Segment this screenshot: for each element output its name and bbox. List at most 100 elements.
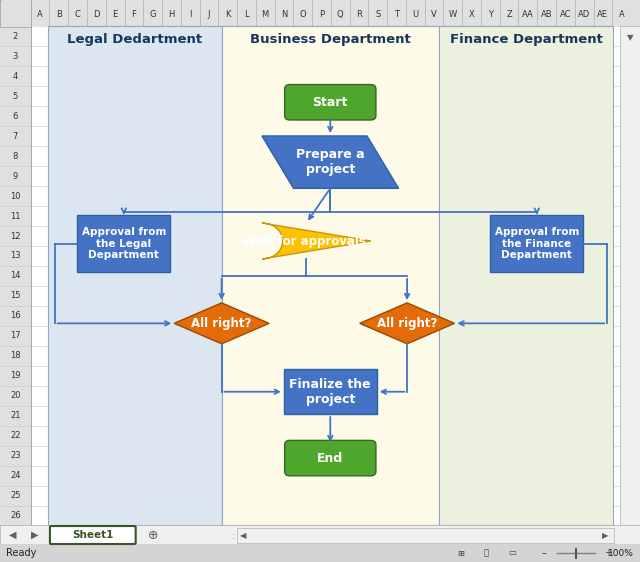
Text: 12: 12 — [10, 232, 20, 241]
Polygon shape — [0, 0, 1, 2]
FancyBboxPatch shape — [0, 544, 640, 562]
Text: Wait for approvals: Wait for approvals — [243, 234, 365, 247]
Text: Legal Dedartment: Legal Dedartment — [67, 33, 202, 47]
Text: T: T — [394, 10, 399, 19]
Text: B: B — [56, 10, 62, 19]
Text: D: D — [93, 10, 100, 19]
FancyBboxPatch shape — [47, 26, 221, 525]
FancyBboxPatch shape — [77, 215, 170, 272]
Text: End: End — [317, 452, 344, 465]
Text: AA: AA — [522, 10, 534, 19]
Text: O: O — [300, 10, 306, 19]
FancyBboxPatch shape — [284, 369, 377, 414]
Text: P: P — [319, 10, 324, 19]
Text: G: G — [149, 10, 156, 19]
Text: R: R — [356, 10, 362, 19]
Text: 13: 13 — [10, 251, 20, 260]
Polygon shape — [174, 303, 269, 344]
FancyBboxPatch shape — [237, 528, 614, 543]
Text: S: S — [375, 10, 380, 19]
Text: AB: AB — [541, 10, 552, 19]
Text: 9: 9 — [13, 171, 18, 180]
Text: 26: 26 — [10, 511, 20, 520]
Text: E: E — [113, 10, 118, 19]
Text: M: M — [262, 10, 269, 19]
FancyBboxPatch shape — [0, 0, 31, 27]
FancyBboxPatch shape — [285, 441, 376, 476]
Text: 3: 3 — [13, 52, 18, 61]
Text: H: H — [168, 10, 175, 19]
Polygon shape — [262, 223, 371, 259]
Text: W: W — [449, 10, 457, 19]
FancyBboxPatch shape — [31, 0, 640, 27]
Text: Finalize the
project: Finalize the project — [289, 378, 371, 406]
Text: 17: 17 — [10, 332, 20, 341]
Text: 19: 19 — [10, 371, 20, 380]
Text: Approval from
the Finance
Department: Approval from the Finance Department — [495, 227, 579, 260]
Text: 7: 7 — [13, 132, 18, 140]
FancyBboxPatch shape — [285, 84, 376, 120]
Text: ▶: ▶ — [602, 531, 608, 540]
Text: +: + — [604, 548, 612, 558]
FancyBboxPatch shape — [221, 26, 439, 525]
Text: –: – — [541, 548, 547, 558]
Text: N: N — [281, 10, 287, 19]
Polygon shape — [360, 303, 454, 344]
Text: 16: 16 — [10, 311, 20, 320]
Text: 18: 18 — [10, 351, 20, 360]
Text: ⊞: ⊞ — [458, 549, 464, 558]
Text: AE: AE — [597, 10, 609, 19]
Text: Z: Z — [506, 10, 512, 19]
Text: ⬜: ⬜ — [484, 549, 489, 558]
Text: 20: 20 — [10, 391, 20, 400]
Text: V: V — [431, 10, 437, 19]
Text: ⊕: ⊕ — [148, 528, 159, 542]
Text: AD: AD — [578, 10, 590, 19]
Text: K: K — [225, 10, 230, 19]
Text: Business Department: Business Department — [250, 33, 411, 47]
Text: 21: 21 — [10, 411, 20, 420]
Text: A: A — [619, 10, 625, 19]
Text: 8: 8 — [13, 152, 18, 161]
Text: U: U — [412, 10, 419, 19]
Text: 14: 14 — [10, 271, 20, 280]
Text: 25: 25 — [10, 491, 20, 500]
Text: L: L — [244, 10, 249, 19]
Text: ▶: ▶ — [31, 530, 39, 540]
Text: 24: 24 — [10, 471, 20, 480]
Text: 2: 2 — [13, 32, 18, 41]
Text: ▭: ▭ — [508, 549, 516, 558]
FancyBboxPatch shape — [490, 215, 583, 272]
FancyBboxPatch shape — [0, 525, 640, 562]
Text: C: C — [75, 10, 81, 19]
Text: Approval from
the Legal
Department: Approval from the Legal Department — [81, 227, 166, 260]
FancyBboxPatch shape — [31, 0, 640, 552]
Text: :: : — [232, 531, 236, 541]
Polygon shape — [262, 136, 399, 188]
Text: 100%: 100% — [608, 549, 634, 558]
FancyBboxPatch shape — [0, 26, 31, 525]
Text: ▼: ▼ — [627, 33, 633, 42]
Text: 11: 11 — [10, 211, 20, 220]
FancyBboxPatch shape — [439, 26, 613, 525]
Text: ◀: ◀ — [9, 530, 17, 540]
Text: Start: Start — [312, 96, 348, 109]
Text: 5: 5 — [13, 92, 18, 101]
Text: Y: Y — [488, 10, 493, 19]
Text: 15: 15 — [10, 292, 20, 301]
Text: 23: 23 — [10, 451, 20, 460]
Text: All right?: All right? — [191, 317, 252, 330]
Text: A: A — [37, 10, 43, 19]
Text: J: J — [208, 10, 210, 19]
Text: Ready: Ready — [6, 548, 36, 558]
Text: Q: Q — [337, 10, 344, 19]
Text: 22: 22 — [10, 431, 20, 440]
Text: Sheet1: Sheet1 — [72, 530, 113, 540]
Text: X: X — [468, 10, 474, 19]
Text: ◀: ◀ — [240, 531, 246, 540]
Text: All right?: All right? — [377, 317, 437, 330]
Text: Prepare a
project: Prepare a project — [296, 148, 365, 176]
Text: 4: 4 — [13, 72, 18, 81]
Text: AC: AC — [559, 10, 571, 19]
Text: 10: 10 — [10, 192, 20, 201]
